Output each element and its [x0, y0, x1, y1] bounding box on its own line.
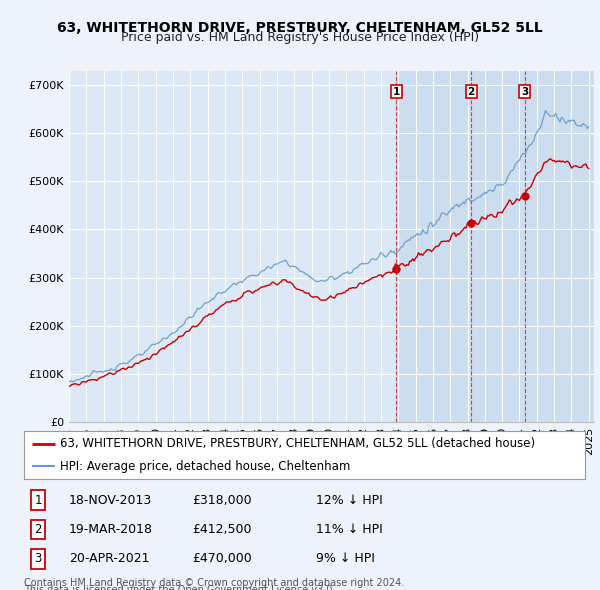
Text: 1: 1 — [392, 87, 400, 97]
Text: 2: 2 — [467, 87, 475, 97]
Text: 3: 3 — [34, 552, 42, 565]
Text: 20-APR-2021: 20-APR-2021 — [69, 552, 149, 565]
Bar — [396, 71, 594, 422]
Text: 1: 1 — [34, 494, 42, 507]
Text: HPI: Average price, detached house, Cheltenham: HPI: Average price, detached house, Chel… — [61, 460, 351, 473]
Text: Contains HM Land Registry data © Crown copyright and database right 2024.: Contains HM Land Registry data © Crown c… — [24, 578, 404, 588]
Text: 2: 2 — [34, 523, 42, 536]
Text: 19-MAR-2018: 19-MAR-2018 — [69, 523, 153, 536]
Text: 18-NOV-2013: 18-NOV-2013 — [69, 494, 152, 507]
Text: £318,000: £318,000 — [192, 494, 252, 507]
Text: 63, WHITETHORN DRIVE, PRESTBURY, CHELTENHAM, GL52 5LL (detached house): 63, WHITETHORN DRIVE, PRESTBURY, CHELTEN… — [61, 437, 536, 450]
Text: 63, WHITETHORN DRIVE, PRESTBURY, CHELTENHAM, GL52 5LL: 63, WHITETHORN DRIVE, PRESTBURY, CHELTEN… — [57, 21, 543, 35]
Text: This data is licensed under the Open Government Licence v3.0.: This data is licensed under the Open Gov… — [24, 585, 335, 590]
Text: 3: 3 — [521, 87, 529, 97]
Text: £470,000: £470,000 — [192, 552, 252, 565]
Text: 12% ↓ HPI: 12% ↓ HPI — [316, 494, 382, 507]
Text: £412,500: £412,500 — [192, 523, 252, 536]
Text: 9% ↓ HPI: 9% ↓ HPI — [316, 552, 374, 565]
Text: 11% ↓ HPI: 11% ↓ HPI — [316, 523, 382, 536]
Text: Price paid vs. HM Land Registry's House Price Index (HPI): Price paid vs. HM Land Registry's House … — [121, 31, 479, 44]
